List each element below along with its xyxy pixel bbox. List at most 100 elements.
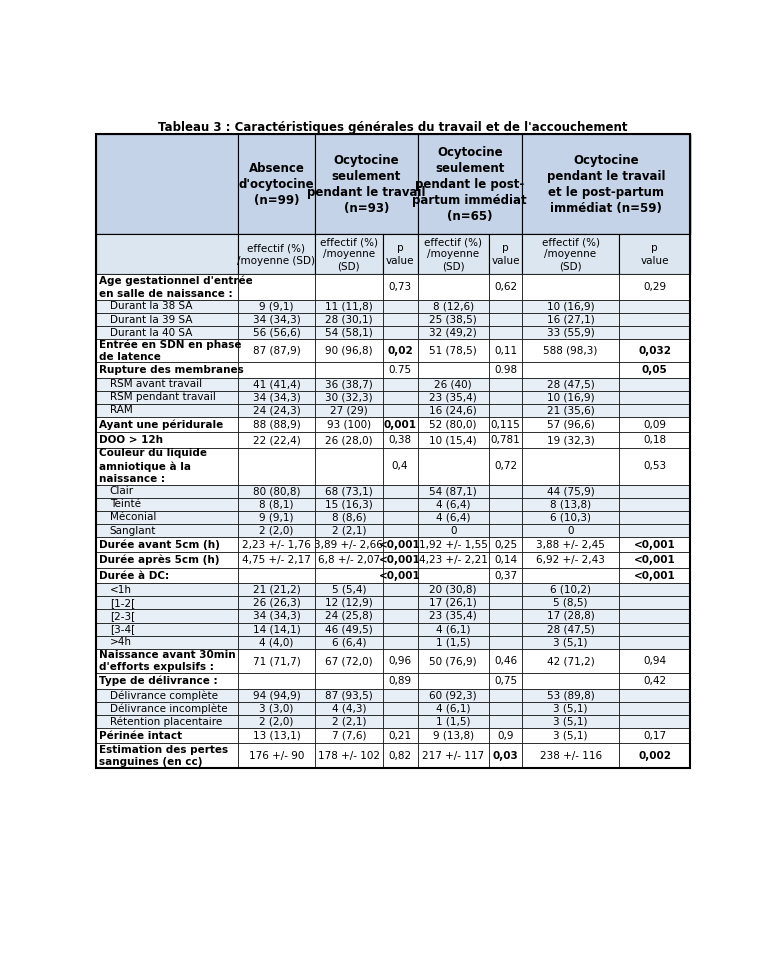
Bar [383,433,417,448]
Text: 0,032: 0,032 [638,346,671,356]
Bar [489,391,522,403]
Text: 178 +/- 102: 178 +/- 102 [318,750,380,761]
Bar [489,648,522,674]
Text: Périnée intact: Périnée intact [99,731,182,741]
Bar [489,498,522,511]
Text: 11 (11,8): 11 (11,8) [325,301,373,311]
Text: Durant la 40 SA: Durant la 40 SA [110,328,193,337]
Text: 13 (13,1): 13 (13,1) [252,731,301,741]
Bar [96,391,238,403]
Bar [522,622,619,636]
Bar [383,609,417,622]
Text: 12 (12,9): 12 (12,9) [325,598,373,608]
Bar [238,568,315,583]
Text: 30 (32,3): 30 (32,3) [325,393,373,402]
Text: 51 (78,5): 51 (78,5) [430,346,477,356]
Bar [96,274,238,300]
Bar [96,622,238,636]
Bar [489,313,522,326]
Bar [417,234,489,274]
Bar [522,552,619,568]
Bar [96,339,238,363]
Text: 0,75: 0,75 [494,677,517,686]
Bar [489,728,522,744]
Text: 4 (4,0): 4 (4,0) [259,638,294,647]
Text: 6 (10,3): 6 (10,3) [550,512,591,522]
Text: <0,001: <0,001 [379,571,421,580]
Bar [315,568,383,583]
Bar [383,363,417,378]
Bar [238,391,315,403]
Bar [619,300,690,313]
Text: Clair: Clair [110,486,134,497]
Bar [315,744,383,768]
Bar [522,715,619,728]
Text: 23 (35,4): 23 (35,4) [430,393,477,402]
Bar [383,597,417,609]
Bar [619,524,690,538]
Bar [238,622,315,636]
Text: 34 (34,3): 34 (34,3) [252,611,301,621]
Text: 53 (89,8): 53 (89,8) [547,690,594,700]
Bar [96,417,238,433]
Text: 10 (16,9): 10 (16,9) [547,393,594,402]
Bar [383,568,417,583]
Text: effectif (%)
/moyenne (SD): effectif (%) /moyenne (SD) [238,243,315,265]
Bar [96,702,238,715]
Bar [96,134,690,234]
Text: p
value: p value [640,243,669,265]
Text: 0,96: 0,96 [389,656,412,666]
Text: 0,115: 0,115 [491,420,520,430]
Text: 2,23 +/- 1,76: 2,23 +/- 1,76 [242,539,311,550]
Bar [383,417,417,433]
Bar [489,744,522,768]
Bar [96,648,238,674]
Bar [383,524,417,538]
Bar [417,300,489,313]
Text: Naissance avant 30min
d'efforts expulsifs :: Naissance avant 30min d'efforts expulsif… [99,650,235,673]
Bar [489,403,522,417]
Bar [383,403,417,417]
Text: 36 (38,7): 36 (38,7) [325,379,373,389]
Bar [238,511,315,524]
Bar [238,417,315,433]
Bar [383,636,417,648]
Text: 0,4: 0,4 [392,462,408,471]
Bar [489,552,522,568]
Text: 8 (8,1): 8 (8,1) [259,500,294,509]
Bar [417,313,489,326]
Text: 28 (30,1): 28 (30,1) [325,315,373,325]
Text: Durée après 5cm (h): Durée après 5cm (h) [99,555,219,566]
Bar [96,378,238,391]
Text: 28 (47,5): 28 (47,5) [547,624,594,634]
Text: 6 (6,4): 6 (6,4) [331,638,366,647]
Bar [619,689,690,702]
Bar [315,313,383,326]
Bar [238,609,315,622]
Text: 26 (28,0): 26 (28,0) [325,435,373,445]
Text: Estimation des pertes
sanguines (en cc): Estimation des pertes sanguines (en cc) [99,745,228,767]
Bar [383,622,417,636]
Text: 3 (5,1): 3 (5,1) [553,731,588,741]
Bar [522,339,619,363]
Text: p
value: p value [386,243,414,265]
Bar [238,702,315,715]
Text: 0,05: 0,05 [642,364,667,375]
Text: 23 (35,4): 23 (35,4) [430,611,477,621]
Bar [383,498,417,511]
Bar [383,702,417,715]
Text: 56 (56,6): 56 (56,6) [252,328,301,337]
Text: 0,02: 0,02 [387,346,413,356]
Bar [522,498,619,511]
Bar [489,689,522,702]
Bar [383,448,417,485]
Text: 0,37: 0,37 [494,571,517,580]
Text: 87 (87,9): 87 (87,9) [252,346,301,356]
Bar [489,326,522,339]
Text: 0,781: 0,781 [491,435,520,445]
Bar [417,326,489,339]
Bar [383,378,417,391]
Bar [96,609,238,622]
Text: RSM pendant travail: RSM pendant travail [110,393,216,402]
Bar [315,134,417,234]
